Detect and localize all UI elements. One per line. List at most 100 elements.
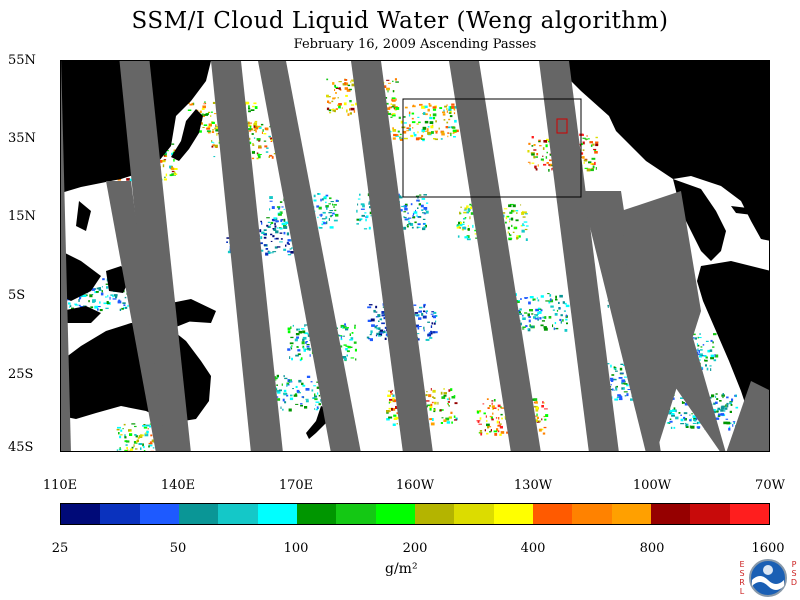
cloud-speck xyxy=(425,130,429,132)
cloud-speck xyxy=(522,314,524,317)
colorbar-swatch xyxy=(493,504,533,524)
cloud-speck xyxy=(105,283,108,285)
cloud-speck xyxy=(265,252,269,256)
cloud-speck xyxy=(555,298,558,301)
cloud-speck xyxy=(163,152,167,156)
cloud-speck xyxy=(289,397,294,401)
cloud-speck xyxy=(545,300,550,302)
cloud-speck xyxy=(534,401,538,404)
cloud-speck xyxy=(422,223,426,225)
cloud-speck xyxy=(421,105,425,109)
cloud-speck xyxy=(433,315,436,319)
cloud-speck xyxy=(398,116,401,119)
cloud-speck xyxy=(253,125,256,128)
cloud-speck xyxy=(454,119,457,123)
cloud-speck xyxy=(276,396,279,398)
cloud-speck xyxy=(705,356,708,359)
cloud-speck xyxy=(298,328,300,331)
colorbar-swatch xyxy=(729,504,769,524)
x-label-70w: 70W xyxy=(755,478,785,493)
cloud-speck xyxy=(169,165,173,169)
cloud-speck xyxy=(261,221,263,225)
cloud-speck xyxy=(92,299,96,303)
cloud-speck xyxy=(721,394,725,397)
cloud-speck xyxy=(362,204,365,208)
cloud-speck xyxy=(501,417,503,420)
cloud-speck xyxy=(714,354,719,358)
cloud-speck xyxy=(731,398,734,402)
cloud-speck xyxy=(286,382,289,385)
cloud-speck xyxy=(595,136,598,139)
cloud-speck xyxy=(328,212,332,214)
cloud-speck xyxy=(124,436,127,439)
cloud-speck xyxy=(486,432,489,435)
cloud-speck xyxy=(497,424,501,427)
cloud-speck xyxy=(118,299,121,302)
cloud-speck xyxy=(317,216,319,219)
cloud-speck xyxy=(174,171,176,174)
cloud-speck xyxy=(418,317,422,320)
cloud-speck xyxy=(201,108,205,110)
cloud-speck xyxy=(285,223,287,225)
cloud-speck xyxy=(713,333,717,336)
cloud-speck xyxy=(496,428,499,432)
cloud-speck xyxy=(296,389,300,393)
cloud-speck xyxy=(326,78,329,81)
cloud-speck xyxy=(496,420,499,424)
cloud-speck xyxy=(118,432,120,435)
cloud-speck xyxy=(125,444,128,446)
cloud-speck xyxy=(675,409,677,413)
cloud-speck xyxy=(451,421,453,424)
cloud-speck xyxy=(298,330,303,334)
cloud-speck xyxy=(418,203,421,206)
cloud-speck xyxy=(594,150,597,152)
cloud-speck xyxy=(296,328,299,331)
cloud-speck xyxy=(340,336,342,339)
cloud-speck xyxy=(396,423,398,425)
cloud-speck xyxy=(592,165,595,169)
cloud-speck xyxy=(320,399,323,402)
cloud-speck xyxy=(317,193,321,195)
cloud-speck xyxy=(318,403,322,406)
cloud-speck xyxy=(268,251,271,254)
cloud-water-map xyxy=(60,60,770,452)
cloud-speck xyxy=(486,423,490,427)
cloud-speck xyxy=(492,407,497,409)
cloud-speck xyxy=(542,432,546,435)
cloud-speck xyxy=(137,437,140,439)
cloud-speck xyxy=(530,325,534,328)
cloud-speck xyxy=(464,207,467,210)
cloud-speck xyxy=(376,325,378,327)
cloud-speck xyxy=(539,317,542,320)
cloud-speck xyxy=(211,141,214,143)
cloud-speck xyxy=(427,333,432,337)
cloud-speck xyxy=(435,120,437,123)
cloud-speck xyxy=(328,203,331,205)
cloud-speck xyxy=(260,249,264,252)
cloud-speck xyxy=(535,168,538,171)
cloud-speck xyxy=(458,221,460,225)
cloud-speck xyxy=(212,129,215,131)
cloud-speck xyxy=(456,225,461,229)
cloud-speck xyxy=(343,344,347,346)
cloud-speck xyxy=(425,224,427,228)
colorbar-swatch xyxy=(454,504,494,524)
cloud-speck xyxy=(422,212,426,214)
cloud-speck xyxy=(373,309,376,313)
cloud-speck xyxy=(260,242,263,245)
cloud-speck xyxy=(692,422,697,424)
cloud-speck xyxy=(714,354,716,357)
cloud-speck xyxy=(720,413,725,416)
cloud-speck xyxy=(709,349,713,352)
cloud-speck xyxy=(522,216,526,218)
cloud-speck xyxy=(489,405,491,407)
cloud-speck xyxy=(408,220,410,223)
colorbar-swatch xyxy=(414,504,455,524)
cloud-speck xyxy=(248,110,251,113)
cloud-speck xyxy=(300,403,303,405)
cloud-speck xyxy=(532,298,536,301)
cloud-speck xyxy=(173,149,176,151)
cloud-speck xyxy=(437,401,439,405)
cloud-speck xyxy=(148,444,153,447)
cloud-speck xyxy=(248,124,252,127)
